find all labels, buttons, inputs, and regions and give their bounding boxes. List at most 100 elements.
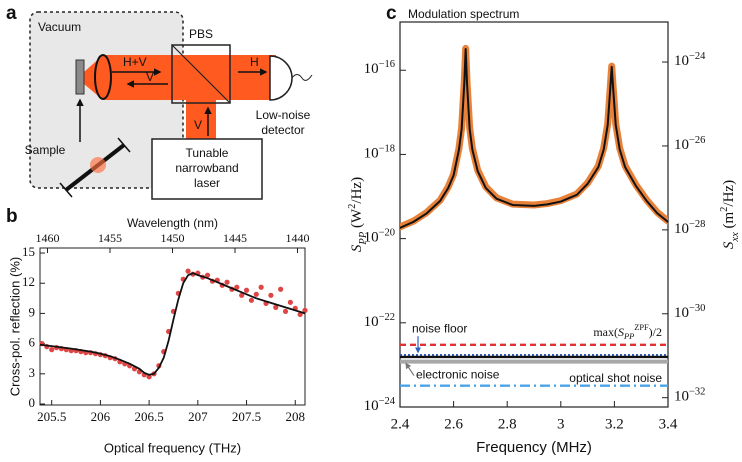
level-label: max(SPPZPF)/2 xyxy=(593,323,662,341)
y2-tick-label: 10−26 xyxy=(674,135,705,154)
data-point xyxy=(302,307,308,313)
panel-label: c xyxy=(386,3,397,24)
data-point xyxy=(258,284,264,290)
tick-base: 10 xyxy=(674,221,689,237)
tick-exponent: −26 xyxy=(689,135,705,146)
sample-holder xyxy=(59,182,73,198)
tick-exponent: −32 xyxy=(689,387,705,398)
sample-label: Sample xyxy=(25,143,66,157)
tick-base: 10 xyxy=(364,398,379,414)
label-part: 2 xyxy=(347,204,358,209)
data-line xyxy=(39,272,306,376)
x2-tick-label: 1455 xyxy=(98,231,122,245)
tick-base: 10 xyxy=(674,53,689,69)
detector xyxy=(269,55,293,101)
pbs-label: PBS xyxy=(189,27,213,41)
x2-tick-label: 1440 xyxy=(286,231,310,245)
label-part: /Hz) xyxy=(721,180,737,207)
beam-label: H+V xyxy=(123,55,147,69)
laser-label: Tunable xyxy=(186,146,229,160)
data-point xyxy=(268,292,274,298)
data-point xyxy=(278,286,284,292)
y-tick-label: 3 xyxy=(29,365,36,380)
y-tick-label: 10−18 xyxy=(364,143,395,162)
beam xyxy=(84,55,276,100)
y-tick-label: 9 xyxy=(29,304,36,319)
lens xyxy=(94,54,112,100)
y2-tick-label: 10−32 xyxy=(674,387,705,406)
level-label: noise floor xyxy=(412,321,467,335)
data-point xyxy=(239,292,245,298)
x-tick-label: 2.4 xyxy=(391,416,410,432)
data-point xyxy=(243,287,250,293)
tick-base: 10 xyxy=(674,389,689,405)
beam-label: V xyxy=(146,70,154,84)
level-label: electronic noise xyxy=(416,368,500,382)
x-tick-label: 205.5 xyxy=(37,409,66,424)
label-part: )/2 xyxy=(649,325,662,339)
tick-base: 10 xyxy=(364,146,379,162)
y2-tick-label: 10−24 xyxy=(674,51,706,70)
label-part: PP xyxy=(623,332,634,341)
x-tick-label: 208 xyxy=(286,409,306,424)
tick-exponent: −22 xyxy=(379,312,395,323)
y-axis-label: SPP (W2/Hz) xyxy=(347,177,369,252)
x-tick-label: 2.8 xyxy=(498,416,517,432)
x2-tick-label: 1445 xyxy=(223,231,247,245)
data-line xyxy=(400,47,668,229)
y-tick-label: 12 xyxy=(22,274,35,289)
data-point xyxy=(282,308,289,315)
y-tick-label: 10−16 xyxy=(364,59,395,78)
beam-label: H xyxy=(250,55,259,69)
label-part: /Hz) xyxy=(349,177,365,204)
beam-label: V xyxy=(194,118,202,132)
x-tick-label: 3.4 xyxy=(659,416,678,432)
vacuum-label: Vacuum xyxy=(38,20,81,34)
laser-box xyxy=(151,138,263,200)
data-point xyxy=(248,297,255,303)
tick-base: 10 xyxy=(364,62,379,78)
chart-title: Modulation spectrum xyxy=(408,7,519,21)
label-part: xx xyxy=(730,232,741,243)
plot-frame xyxy=(399,21,669,408)
laser-label: narrowband xyxy=(175,161,238,175)
y-tick-label: 6 xyxy=(29,335,36,350)
sample-spot xyxy=(90,157,106,173)
tick-exponent: −24 xyxy=(689,51,706,62)
y2-axis-label: Sxx (m2/Hz) xyxy=(719,180,741,249)
data-point xyxy=(49,347,55,353)
tick-exponent: −30 xyxy=(689,303,705,314)
tick-base: 10 xyxy=(364,230,379,246)
tick-exponent: −18 xyxy=(379,143,395,154)
x-tick-label: 3.2 xyxy=(605,416,624,432)
level-label: optical shot noise xyxy=(569,371,662,385)
label-part: S xyxy=(349,244,365,252)
tick-base: 10 xyxy=(674,305,689,321)
detector-label: Low-noise xyxy=(256,108,311,122)
tick-exponent: −24 xyxy=(379,396,396,407)
data-point xyxy=(224,279,230,285)
tick-exponent: −20 xyxy=(379,228,395,239)
data-point xyxy=(146,374,152,380)
tick-exponent: −16 xyxy=(379,59,395,70)
detector-wire xyxy=(291,74,313,81)
data-point xyxy=(253,291,259,297)
tick-base: 10 xyxy=(674,137,689,153)
data-point xyxy=(273,304,279,310)
setup-diagram: a Vacuum PBS H+V V H V Tunable narrowban… xyxy=(6,3,313,200)
tick-exponent: −28 xyxy=(689,219,705,230)
data-point xyxy=(185,268,191,274)
x2-tick-label: 1450 xyxy=(161,231,185,245)
x-tick-label: 3 xyxy=(557,416,565,432)
data-point xyxy=(234,284,240,290)
detector-label: detector xyxy=(261,123,304,137)
pbs-diagonal xyxy=(171,44,231,104)
x2-tick-label: 1460 xyxy=(36,231,60,245)
x-axis-label: Optical frequency (THz) xyxy=(104,440,241,455)
laser-label: laser xyxy=(194,176,220,190)
y-tick-label: 10−24 xyxy=(364,396,396,415)
y-axis-label: Cross-pol. reflection (%) xyxy=(7,257,22,396)
tick-base: 10 xyxy=(364,314,379,330)
label-part: 2 xyxy=(719,207,730,212)
